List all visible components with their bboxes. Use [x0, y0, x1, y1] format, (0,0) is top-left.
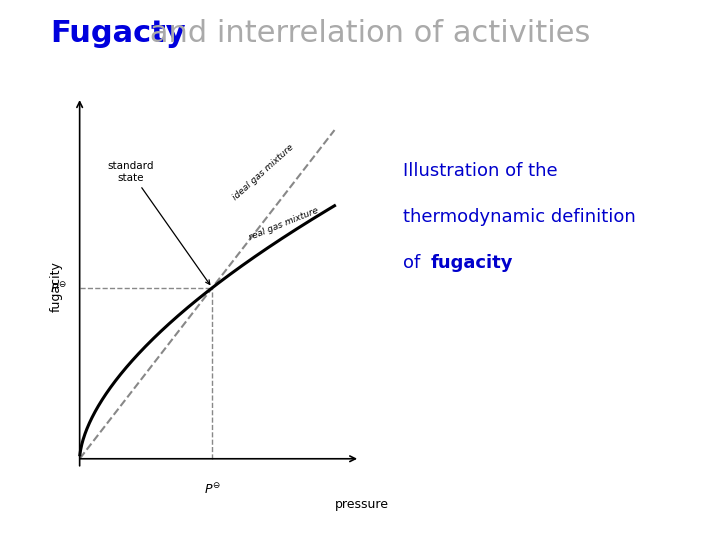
Text: Illustration of the: Illustration of the: [403, 162, 558, 180]
Text: Fugacty: Fugacty: [50, 19, 186, 48]
Text: fugacity: fugacity: [50, 261, 63, 312]
Text: fugacity: fugacity: [431, 254, 513, 272]
Text: real gas mixture: real gas mixture: [248, 206, 320, 242]
Text: thermodynamic definition: thermodynamic definition: [403, 208, 636, 226]
Text: ideal gas mixture: ideal gas mixture: [231, 143, 295, 202]
Text: and interrelation of activities: and interrelation of activities: [140, 19, 591, 48]
Text: of: of: [403, 254, 426, 272]
Text: $P^{\ominus}$: $P^{\ominus}$: [50, 280, 67, 295]
Text: $P^{\ominus}$: $P^{\ominus}$: [204, 482, 220, 497]
Text: standard
state: standard state: [107, 161, 210, 285]
Text: pressure: pressure: [335, 498, 389, 511]
